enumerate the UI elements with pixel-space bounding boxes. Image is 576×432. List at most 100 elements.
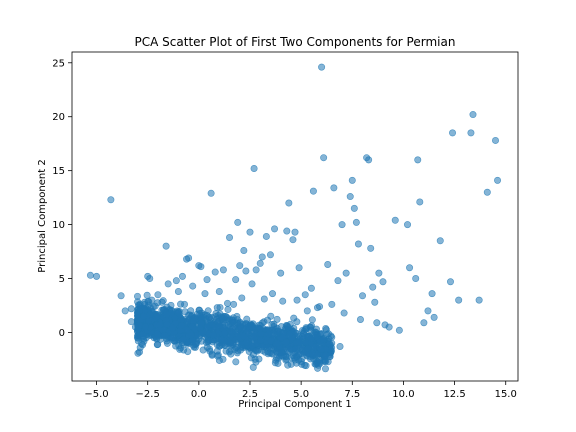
- cluster-point: [328, 344, 336, 352]
- data-point: [342, 269, 350, 277]
- data-point: [395, 326, 403, 334]
- data-point: [127, 305, 135, 313]
- cluster-point: [304, 344, 312, 352]
- cluster-point: [292, 345, 300, 353]
- data-point: [174, 287, 182, 295]
- cluster-point: [221, 312, 229, 320]
- cluster-point: [284, 348, 292, 356]
- cluster-point: [322, 324, 330, 332]
- x-tick-label: 5.0: [293, 389, 309, 400]
- data-point: [279, 297, 287, 305]
- data-point: [232, 276, 240, 284]
- data-point: [346, 193, 354, 201]
- data-point: [328, 300, 336, 308]
- cluster-point: [139, 332, 147, 340]
- data-point: [449, 129, 457, 137]
- cluster-point: [178, 322, 186, 330]
- y-tick-label: 10: [52, 220, 65, 231]
- cluster-point: [292, 359, 300, 367]
- cluster-point: [286, 330, 294, 338]
- cluster-point: [219, 355, 227, 363]
- data-point: [467, 129, 475, 137]
- data-point: [260, 295, 268, 303]
- cluster-point: [215, 322, 223, 330]
- cluster-point: [169, 334, 177, 342]
- y-axis-label: Principal Component 2: [37, 159, 48, 272]
- data-point: [240, 246, 248, 254]
- data-points: [86, 63, 502, 373]
- cluster-point: [293, 318, 301, 326]
- cluster-point: [174, 309, 182, 317]
- data-point: [107, 196, 115, 204]
- data-point: [320, 154, 328, 162]
- data-point: [242, 267, 250, 275]
- cluster-point: [221, 329, 229, 337]
- data-point: [446, 278, 454, 286]
- data-point: [436, 237, 444, 245]
- data-point: [121, 307, 129, 315]
- cluster-point: [213, 347, 221, 355]
- data-point: [154, 291, 162, 299]
- cluster-point: [229, 316, 237, 324]
- cluster-point: [327, 332, 335, 340]
- cluster-point: [169, 324, 177, 332]
- cluster-point: [307, 335, 315, 343]
- cluster-point: [149, 303, 157, 311]
- data-point: [140, 312, 148, 320]
- data-point: [283, 227, 291, 235]
- cluster-point: [270, 322, 278, 330]
- data-point: [416, 198, 424, 206]
- cluster-point: [163, 339, 171, 347]
- cluster-point: [227, 342, 235, 350]
- cluster-point: [315, 358, 323, 366]
- cluster-point: [257, 337, 265, 345]
- cluster-point: [248, 323, 256, 331]
- data-point: [211, 268, 219, 276]
- cluster-point: [179, 335, 187, 343]
- data-point: [248, 280, 256, 288]
- data-point: [414, 156, 422, 164]
- cluster-point: [321, 365, 329, 373]
- cluster-point: [204, 307, 212, 315]
- y-tick-label: 0: [59, 328, 65, 339]
- data-point: [371, 298, 379, 306]
- data-point: [86, 271, 94, 279]
- data-point: [162, 242, 170, 250]
- data-point: [420, 319, 428, 327]
- data-point: [469, 111, 477, 119]
- data-point: [348, 176, 356, 184]
- cluster-point: [247, 354, 255, 362]
- cluster-point: [187, 307, 195, 315]
- data-point: [291, 228, 299, 236]
- cluster-point: [175, 342, 183, 350]
- data-point: [238, 294, 246, 302]
- x-axis: −5.0 −2.5 0.0 2.5 5.0 7.5 10.0 12.5 15.0: [84, 381, 517, 400]
- cluster-point: [232, 358, 240, 366]
- cluster-point: [317, 345, 325, 353]
- data-point: [207, 189, 215, 197]
- data-point: [148, 296, 156, 304]
- data-point: [127, 318, 135, 326]
- data-point: [428, 290, 436, 298]
- cluster-point: [163, 320, 171, 328]
- data-point: [330, 184, 338, 192]
- cluster-point: [224, 306, 232, 314]
- cluster-point: [284, 361, 292, 369]
- data-point: [369, 283, 377, 291]
- cluster-point: [236, 319, 244, 327]
- cluster-point: [190, 343, 198, 351]
- y-tick-label: 25: [52, 58, 65, 69]
- data-point: [289, 236, 297, 244]
- cluster-point: [277, 349, 285, 357]
- data-point: [156, 321, 164, 329]
- data-point: [201, 290, 209, 298]
- data-point: [146, 275, 154, 283]
- data-point: [340, 309, 348, 317]
- x-axis-label: Principal Component 1: [238, 399, 351, 410]
- data-point: [213, 304, 221, 312]
- x-tick-label: 2.5: [242, 389, 258, 400]
- cluster-point: [141, 323, 149, 331]
- data-point: [307, 284, 315, 292]
- data-point: [324, 260, 332, 268]
